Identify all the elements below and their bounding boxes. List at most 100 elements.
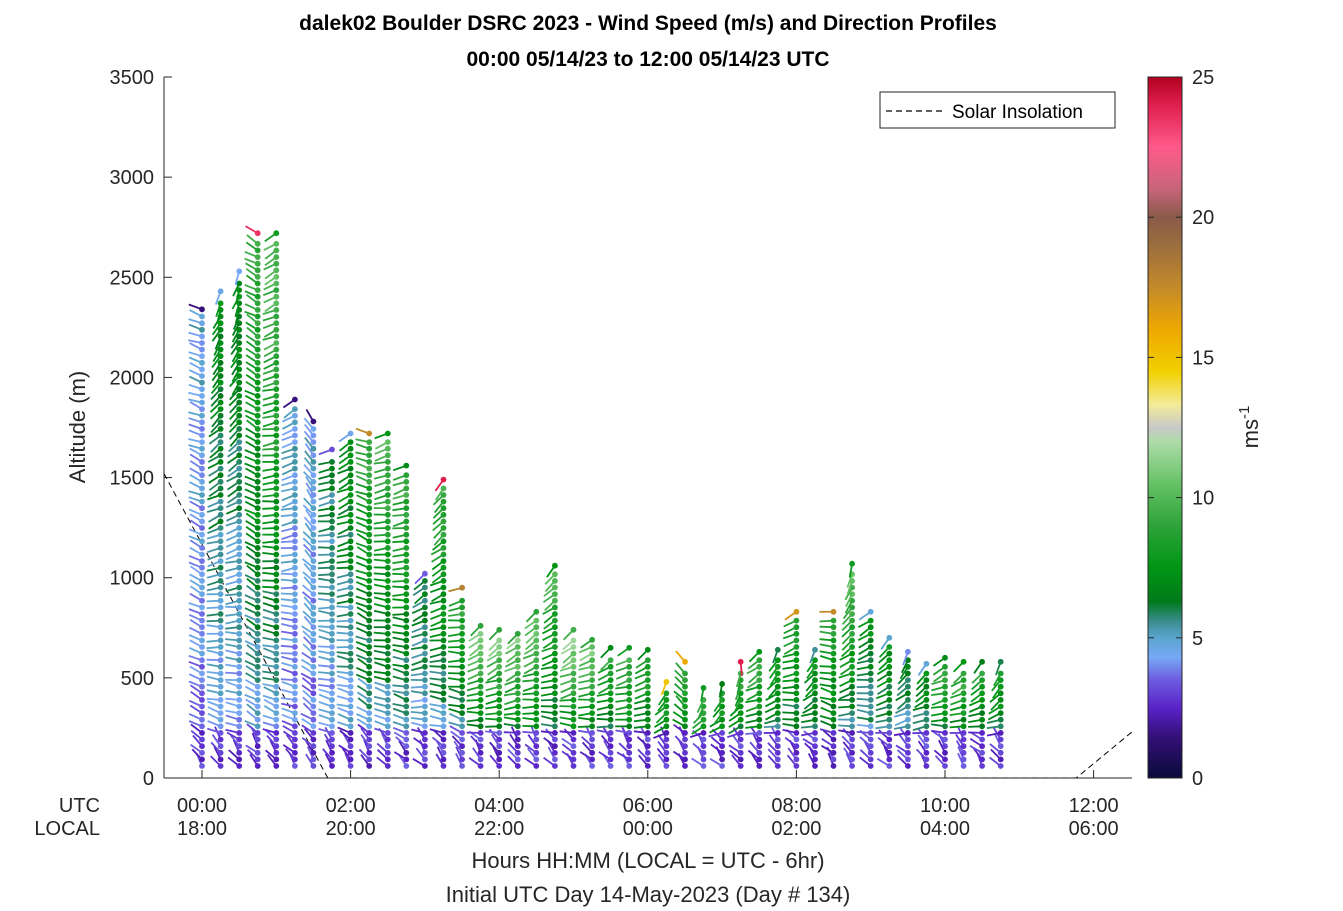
wind-barb-point xyxy=(292,630,298,637)
wind-barb-point xyxy=(347,683,354,690)
wind-barb-point xyxy=(663,679,670,685)
wind-barb-point xyxy=(273,485,280,492)
wind-barb-point xyxy=(905,743,911,750)
wind-barb-point xyxy=(496,697,503,703)
wind-barb-point xyxy=(217,697,224,703)
wind-barb-point xyxy=(347,518,354,525)
wind-barb-point xyxy=(236,465,243,472)
wind-barb-point xyxy=(422,611,428,617)
wind-barb-point xyxy=(217,525,224,531)
wind-barb-point xyxy=(812,703,818,710)
wind-barb-point xyxy=(774,677,781,683)
wind-barb-point xyxy=(217,478,224,485)
wind-barb-point xyxy=(310,624,317,631)
wind-barb-point xyxy=(254,247,261,254)
wind-barb-point xyxy=(682,703,688,710)
wind-barb-point xyxy=(347,545,354,551)
wind-barb-point xyxy=(254,670,261,677)
wind-barb-point xyxy=(830,663,837,670)
wind-barb-point xyxy=(329,538,335,545)
wind-barb-point xyxy=(366,597,373,604)
wind-barb-point xyxy=(273,690,280,697)
x-axis-label-day: Initial UTC Day 14-May-2023 (Day # 134) xyxy=(446,882,851,907)
wind-barb-point xyxy=(384,650,391,657)
wind-barb-point xyxy=(459,663,465,670)
wind-barb-point xyxy=(849,591,855,597)
wind-barb-point xyxy=(422,617,428,624)
wind-barb-point xyxy=(867,716,874,723)
wind-barb-point xyxy=(756,670,763,677)
wind-barb-point xyxy=(663,710,670,716)
wind-barb-point xyxy=(273,650,280,657)
wind-barb-point xyxy=(310,465,317,472)
wind-barb-point xyxy=(477,622,484,629)
wind-barb-point xyxy=(700,749,707,756)
wind-barb-point xyxy=(626,663,633,670)
wind-barb-point xyxy=(997,658,1004,665)
wind-barb-point xyxy=(347,472,354,479)
wind-barb-point xyxy=(793,749,800,756)
wind-barb-point xyxy=(236,591,243,597)
wind-barb-point xyxy=(329,690,335,697)
wind-barb-point xyxy=(254,406,261,412)
wind-barb-point xyxy=(254,485,261,492)
wind-barb-point xyxy=(997,756,1004,763)
wind-barb-point xyxy=(756,723,763,730)
wind-barb-point xyxy=(236,459,243,465)
wind-barb-point xyxy=(366,650,373,657)
wind-barb-point xyxy=(459,630,465,637)
wind-barb-point xyxy=(440,538,447,545)
wind-barb-point xyxy=(366,465,373,472)
wind-barb-point xyxy=(310,492,317,498)
wind-barb-point xyxy=(273,749,280,756)
wind-barb-point xyxy=(347,578,354,584)
wind-barb-point xyxy=(236,710,243,716)
wind-barb-point xyxy=(310,538,317,545)
wind-barb-point xyxy=(347,459,354,465)
wind-barb-point xyxy=(403,604,410,611)
wind-barb-point xyxy=(867,624,874,631)
wind-barb-point xyxy=(960,683,967,690)
wind-barb-point xyxy=(923,710,930,716)
wind-barb-point xyxy=(199,630,205,637)
x-tick-label-utc: 12:00 xyxy=(1069,795,1119,817)
wind-barb-point xyxy=(236,498,243,505)
wind-barb-point xyxy=(812,716,818,723)
wind-barb-point xyxy=(347,637,354,644)
wind-barb-point xyxy=(236,373,243,379)
wind-barb-point xyxy=(366,736,373,743)
wind-barb-point xyxy=(626,756,633,763)
wind-barb-point xyxy=(329,624,335,631)
wind-barb-point xyxy=(682,730,688,736)
wind-barb-point xyxy=(496,763,503,769)
wind-barb-point xyxy=(812,646,818,653)
wind-barb-point xyxy=(254,412,261,419)
wind-barb-point xyxy=(514,710,521,716)
wind-barb-point xyxy=(347,617,354,624)
wind-barb-point xyxy=(199,492,205,498)
wind-barb-point xyxy=(886,763,893,769)
wind-barb-point xyxy=(217,439,224,445)
wind-barb-point xyxy=(552,571,558,578)
wind-barb-point xyxy=(905,657,911,664)
wind-barb-point xyxy=(589,743,595,750)
wind-barb-point xyxy=(347,511,354,518)
wind-barb-point xyxy=(273,763,280,769)
wind-barb-point xyxy=(366,743,373,750)
wind-barb-point xyxy=(403,749,410,756)
wind-barb-point xyxy=(273,478,280,485)
wind-barb-point xyxy=(440,531,447,538)
wind-barb-point xyxy=(552,624,558,631)
wind-barb-point xyxy=(254,240,261,247)
solar-insolation-line xyxy=(164,473,1132,778)
wind-barb-point xyxy=(793,624,800,631)
wind-barb-point xyxy=(440,551,447,558)
wind-barb-point xyxy=(830,608,837,615)
wind-barb-point xyxy=(292,531,298,538)
wind-barb-point xyxy=(236,393,243,399)
wind-barb-point xyxy=(329,670,335,677)
wind-barb-point xyxy=(310,518,317,525)
wind-barb-point xyxy=(254,525,261,531)
wind-barb-point xyxy=(644,716,651,723)
wind-barb-point xyxy=(217,690,224,697)
